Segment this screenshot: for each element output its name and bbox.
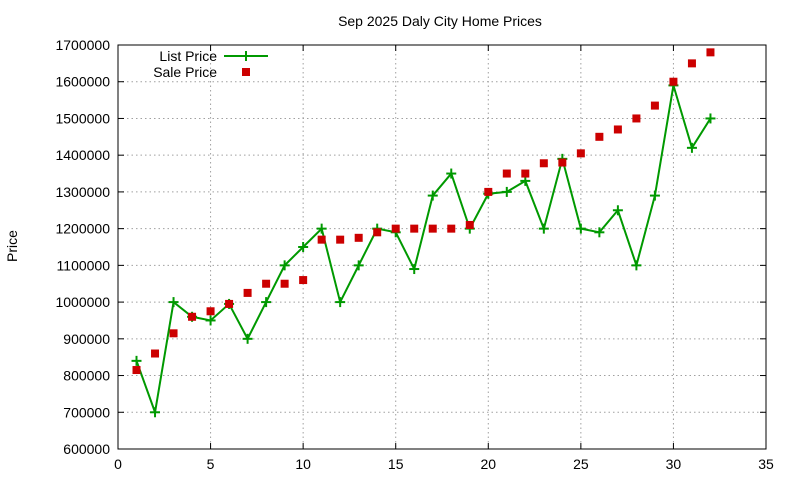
y-tick-label: 1700000 xyxy=(55,37,110,53)
series-layer xyxy=(131,48,716,418)
list-price-point xyxy=(446,168,457,179)
list-price-point xyxy=(261,297,272,308)
list-price-point xyxy=(427,190,438,201)
x-tick-label: 25 xyxy=(573,456,589,472)
list-price-point xyxy=(575,223,586,234)
sale-price-point xyxy=(706,48,715,57)
list-price-point xyxy=(353,260,364,271)
list-price-point xyxy=(316,223,327,234)
x-tick-label: 5 xyxy=(207,456,215,472)
list-price-point xyxy=(279,260,290,271)
list-price-point xyxy=(150,407,161,418)
y-axis-label: Price xyxy=(4,230,20,262)
sale-price-point xyxy=(632,114,641,123)
x-tick-label: 15 xyxy=(388,456,404,472)
tick-layer: 0 5 10 15 20 25 30 35 600000 700000 800000 900000 10… xyxy=(55,37,774,472)
series-0 xyxy=(131,80,716,418)
y-tick-label: 700000 xyxy=(63,404,110,420)
chart-title: Sep 2025 Daly City Home Prices xyxy=(338,13,542,29)
list-price-point xyxy=(242,333,253,344)
y-tick-label: 1000000 xyxy=(55,294,110,310)
sale-price-point xyxy=(539,159,548,168)
grid-layer xyxy=(118,45,766,449)
x-tick-label: 10 xyxy=(295,456,311,472)
y-tick-label: 800000 xyxy=(63,368,110,384)
sale-price-point xyxy=(521,169,530,178)
sale-price-point xyxy=(206,307,215,316)
list-price-point xyxy=(205,315,216,326)
sale-price-point xyxy=(132,366,141,375)
list-price-point xyxy=(409,264,420,275)
sale-price-point xyxy=(262,279,271,288)
legend-marker-sale-price xyxy=(242,68,250,76)
y-tick-label: 900000 xyxy=(63,331,110,347)
list-price-line xyxy=(135,85,712,417)
list-price-point xyxy=(649,190,660,201)
sale-price-point xyxy=(280,279,289,288)
sale-price-point xyxy=(169,329,178,338)
list-price-point xyxy=(131,355,142,366)
sale-price-point xyxy=(558,158,567,167)
y-tick-label: 1300000 xyxy=(55,184,110,200)
x-tick-label: 35 xyxy=(758,456,774,472)
sale-price-point xyxy=(317,235,326,244)
y-tick-label: 1600000 xyxy=(55,74,110,90)
sale-price-point xyxy=(465,220,474,229)
y-tick-label: 600000 xyxy=(63,441,110,457)
list-price-point xyxy=(298,242,309,252)
sale-price-point xyxy=(373,228,382,237)
x-tick-label: 30 xyxy=(666,456,682,472)
list-price-point xyxy=(686,142,697,153)
sale-price-point xyxy=(687,59,696,68)
legend-marker-list-price xyxy=(241,51,251,61)
plot-frame xyxy=(117,44,767,450)
list-price-point xyxy=(705,113,716,124)
y-tick-label: 1200000 xyxy=(55,221,110,237)
list-price-point xyxy=(501,186,512,197)
list-price-point xyxy=(631,260,642,271)
sale-price-point xyxy=(299,276,308,285)
sale-price-point xyxy=(336,235,345,244)
x-tick-label: 20 xyxy=(480,456,496,472)
sale-price-point xyxy=(595,132,604,141)
legend-label: List Price xyxy=(159,48,217,64)
list-price-point xyxy=(538,223,549,234)
series-1 xyxy=(132,48,715,375)
sale-price-point xyxy=(151,349,160,358)
sale-price-point xyxy=(613,125,622,134)
sale-price-point xyxy=(410,224,419,233)
sale-price-point xyxy=(391,224,400,233)
sale-price-point xyxy=(502,169,511,178)
sale-price-point xyxy=(225,299,234,308)
list-price-point xyxy=(520,175,531,186)
list-price-point xyxy=(335,297,346,308)
sale-price-point xyxy=(428,224,437,233)
sale-price-point xyxy=(354,233,363,242)
y-tick-label: 1500000 xyxy=(55,110,110,126)
list-price-point xyxy=(168,297,179,308)
y-tick-label: 1100000 xyxy=(57,257,111,273)
sale-price-point xyxy=(669,77,678,86)
list-price-point xyxy=(612,205,623,216)
sale-price-point xyxy=(188,312,197,321)
y-tick-label: 1400000 xyxy=(55,147,110,163)
x-tick-label: 0 xyxy=(114,456,122,472)
sale-price-point xyxy=(650,101,659,110)
sale-price-point xyxy=(484,187,493,196)
sale-price-point xyxy=(576,149,585,158)
legend-label: Sale Price xyxy=(153,64,217,80)
list-price-point xyxy=(594,227,605,238)
sale-price-point xyxy=(243,288,252,297)
sale-price-point xyxy=(447,224,456,233)
